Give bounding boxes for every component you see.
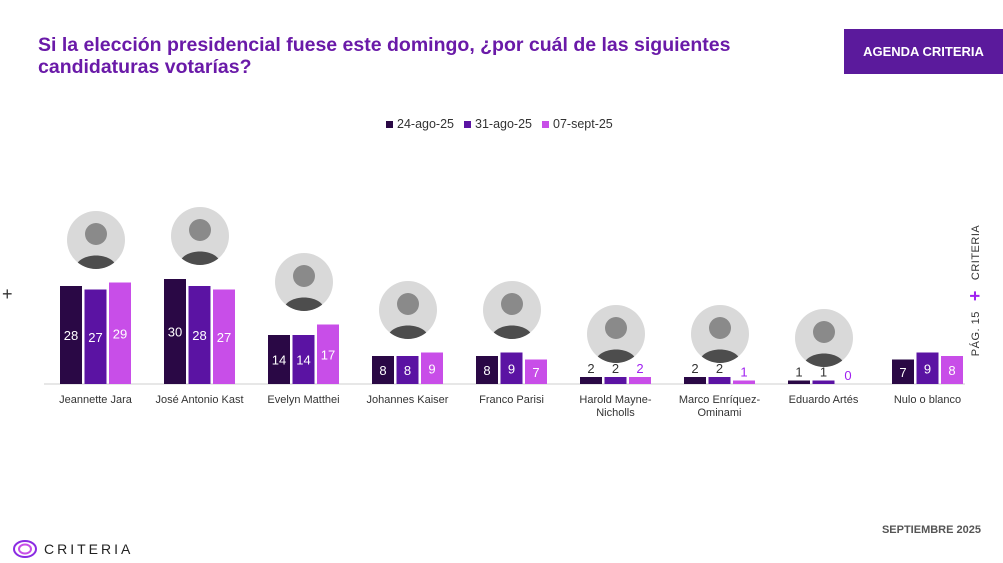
- data-label-3-1: 29: [113, 326, 127, 341]
- category-label-9: Nulo o blanco: [894, 394, 961, 406]
- side-page: PÁG. 15: [969, 311, 982, 357]
- data-label-2-3: 14: [296, 353, 310, 368]
- data-label-1-6: 2: [587, 361, 594, 376]
- bar-1-6: [580, 377, 602, 384]
- category-label-2: José Antonio Kast: [155, 394, 243, 406]
- data-label-3-7: 1: [740, 365, 747, 380]
- data-label-2-9: 9: [924, 361, 931, 376]
- plus-icon: +: [964, 290, 985, 302]
- category-label-3: Evelyn Matthei: [267, 394, 339, 406]
- candidate-photo-5: [482, 280, 541, 339]
- bar-2-6: [604, 377, 627, 384]
- legend-label-2: 31-ago-25: [475, 117, 532, 131]
- bar-3-6: [629, 377, 651, 384]
- bar-2-3: [292, 335, 315, 384]
- data-label-1-8: 1: [795, 365, 802, 380]
- bar-2-1: [84, 289, 107, 384]
- bar-2-8: [812, 380, 835, 384]
- legend-label-3: 07-sept-25: [553, 117, 613, 131]
- candidate-photo-6: [586, 305, 645, 363]
- criteria-logo-icon: [13, 540, 37, 558]
- chart-title: Si la elección presidencial fuese este d…: [38, 34, 731, 78]
- bar-1-2: [164, 279, 186, 384]
- category-label-8: Eduardo Artés: [789, 394, 859, 406]
- candidate-photo-1: [66, 210, 125, 269]
- legend-swatch-3: [542, 120, 549, 128]
- data-label-1-7: 2: [691, 361, 698, 376]
- logo-text: CRITERIA: [44, 541, 134, 557]
- data-label-3-8: 0: [844, 368, 851, 383]
- data-label-3-3: 17: [321, 347, 335, 362]
- bar-3-3: [317, 324, 339, 384]
- candidate-photo-3: [274, 252, 333, 311]
- legend-swatch-2: [464, 120, 471, 128]
- legend-label-1: 24-ago-25: [397, 117, 454, 131]
- category-label-1: Jeannette Jara: [59, 394, 133, 406]
- legend-item-2: 31-ago-25: [464, 117, 532, 131]
- data-label-3-4: 9: [428, 361, 435, 376]
- bar-3-2: [213, 289, 235, 384]
- category-label-5: Franco Parisi: [479, 394, 544, 406]
- bar-3-5: [525, 359, 547, 384]
- legend-swatch-1: [386, 120, 393, 128]
- data-label-1-3: 14: [272, 353, 286, 368]
- plus-icon: +: [2, 284, 13, 304]
- bar-2-2: [188, 286, 211, 384]
- bar-2-7: [708, 377, 731, 384]
- legend: 24-ago-25 31-ago-25 07-sept-25: [386, 117, 613, 131]
- criteria-logo: CRITERIA: [12, 538, 133, 560]
- bar-1-7: [684, 377, 706, 384]
- category-label-7-1: Marco Enríquez-: [679, 394, 761, 406]
- data-label-1-1: 28: [64, 328, 78, 343]
- data-label-2-2: 28: [192, 328, 206, 343]
- legend-item-3: 07-sept-25: [542, 117, 613, 131]
- data-label-2-8: 1: [820, 365, 827, 380]
- bar-1-8: [788, 380, 810, 384]
- data-label-2-7: 2: [716, 361, 723, 376]
- bar-1-4: [372, 356, 394, 384]
- data-label-2-5: 9: [508, 361, 515, 376]
- bar-3-1: [109, 282, 131, 384]
- footer-date: SEPTIEMBRE 2025: [881, 524, 981, 536]
- data-label-2-6: 2: [612, 361, 619, 376]
- category-label-6-2: Nicholls: [596, 407, 635, 419]
- bar-1-9: [892, 359, 914, 384]
- bar-2-5: [500, 352, 523, 384]
- category-label-4: Johannes Kaiser: [367, 394, 449, 406]
- data-label-3-6: 2: [636, 361, 643, 376]
- category-label-6-1: Harold Mayne-: [579, 394, 651, 406]
- bar-3-7: [733, 380, 755, 384]
- bar-3-4: [421, 352, 443, 384]
- agenda-criteria-badge: AGENDA CRITERIA: [844, 29, 1003, 74]
- bar-1-5: [476, 356, 498, 384]
- data-label-2-4: 8: [404, 363, 411, 378]
- bar-2-9: [916, 352, 939, 384]
- category-label-7-2: Ominami: [697, 407, 741, 419]
- data-label-3-2: 27: [217, 330, 231, 345]
- bar-1-3: [268, 335, 290, 384]
- side-brand: CRITERIA: [969, 224, 982, 281]
- bar-3-9: [941, 356, 963, 384]
- candidate-photo-8: [794, 308, 853, 367]
- data-label-3-9: 8: [948, 363, 955, 378]
- data-label-1-5: 8: [483, 363, 490, 378]
- candidate-photo-4: [378, 280, 437, 339]
- bar-2-4: [396, 356, 419, 384]
- legend-item-1: 24-ago-25: [386, 117, 454, 131]
- data-label-1-2: 30: [168, 325, 182, 340]
- bar-1-1: [60, 286, 82, 384]
- candidate-photo-7: [690, 305, 749, 363]
- side-label: PÁG. 15 + CRITERIA: [965, 225, 986, 356]
- data-label-1-4: 8: [379, 363, 386, 378]
- data-label-2-1: 27: [88, 330, 102, 345]
- data-label-3-5: 7: [532, 365, 539, 380]
- data-label-1-9: 7: [899, 365, 906, 380]
- candidate-photo-2: [170, 207, 229, 265]
